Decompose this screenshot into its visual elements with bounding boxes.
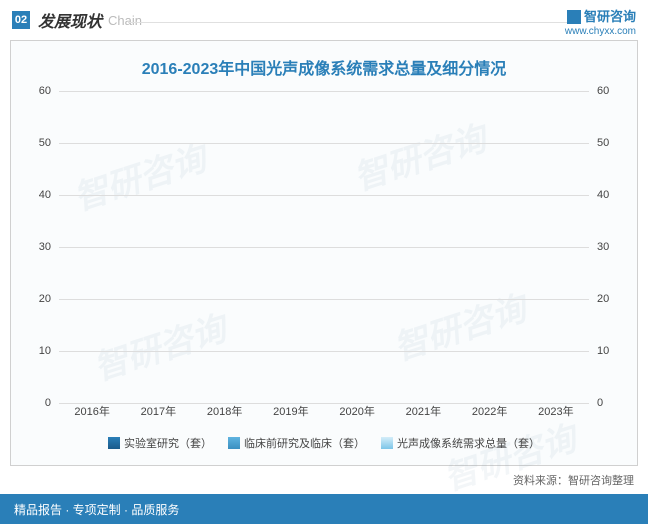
source-text: 资料来源：智研咨询整理 <box>513 472 634 488</box>
ytick-left: 20 <box>11 293 51 305</box>
legend-item: 临床前研究及临床（套） <box>228 435 365 451</box>
brand-block: 智研咨询 www.chyxx.com <box>565 6 636 37</box>
ytick-right: 10 <box>597 345 637 357</box>
chart-title: 2016-2023年中国光声成像系统需求总量及细分情况 <box>11 41 637 89</box>
plot-area <box>59 91 589 403</box>
ytick-right: 50 <box>597 137 637 149</box>
ytick-left: 10 <box>11 345 51 357</box>
footer-left: 精品报告 · 专项定制 · 品质服务 <box>14 501 179 518</box>
grid-line <box>59 299 589 300</box>
xtick: 2019年 <box>258 403 324 423</box>
legend-item: 实验室研究（套） <box>108 435 212 451</box>
section-subtitle: Chain <box>108 13 142 28</box>
ytick-left: 30 <box>11 241 51 253</box>
grid-line <box>59 351 589 352</box>
xtick: 2020年 <box>324 403 390 423</box>
chart-container: 2016-2023年中国光声成像系统需求总量及细分情况 智研咨询 智研咨询 智研… <box>10 40 638 466</box>
xtick: 2017年 <box>125 403 191 423</box>
xtick: 2023年 <box>523 403 589 423</box>
legend-label: 临床前研究及临床（套） <box>244 435 365 451</box>
x-axis: 2016年2017年2018年2019年2020年2021年2022年2023年 <box>59 403 589 423</box>
grid-line <box>59 195 589 196</box>
legend-swatch <box>108 437 120 449</box>
ytick-left: 60 <box>11 85 51 97</box>
ytick-right: 30 <box>597 241 637 253</box>
legend: 实验室研究（套） 临床前研究及临床（套） 光声成像系统需求总量（套） <box>59 435 589 451</box>
legend-label: 光声成像系统需求总量（套） <box>397 435 540 451</box>
xtick: 2018年 <box>192 403 258 423</box>
grid-line <box>59 247 589 248</box>
legend-swatch <box>228 437 240 449</box>
legend-swatch <box>381 437 393 449</box>
legend-label: 实验室研究（套） <box>124 435 212 451</box>
brand-url: www.chyxx.com <box>565 26 636 37</box>
xtick: 2021年 <box>390 403 456 423</box>
xtick: 2016年 <box>59 403 125 423</box>
header-divider <box>128 22 568 23</box>
ytick-right: 0 <box>597 397 637 409</box>
ytick-left: 40 <box>11 189 51 201</box>
ytick-right: 40 <box>597 189 637 201</box>
y-axis-left: 0102030405060 <box>11 91 59 403</box>
section-number-icon: 02 <box>12 11 30 29</box>
ytick-right: 60 <box>597 85 637 97</box>
section-title: 发展现状 <box>38 8 102 32</box>
ytick-right: 20 <box>597 293 637 305</box>
legend-item: 光声成像系统需求总量（套） <box>381 435 540 451</box>
brand-logo-icon <box>567 10 581 24</box>
ytick-left: 0 <box>11 397 51 409</box>
ytick-left: 50 <box>11 137 51 149</box>
page-header: 02 发展现状 Chain <box>0 0 648 40</box>
footer-bar: 精品报告 · 专项定制 · 品质服务 <box>0 494 648 524</box>
grid-line <box>59 143 589 144</box>
y-axis-right: 0102030405060 <box>589 91 637 403</box>
brand-name: 智研咨询 <box>584 9 636 24</box>
grid-line <box>59 91 589 92</box>
xtick: 2022年 <box>457 403 523 423</box>
